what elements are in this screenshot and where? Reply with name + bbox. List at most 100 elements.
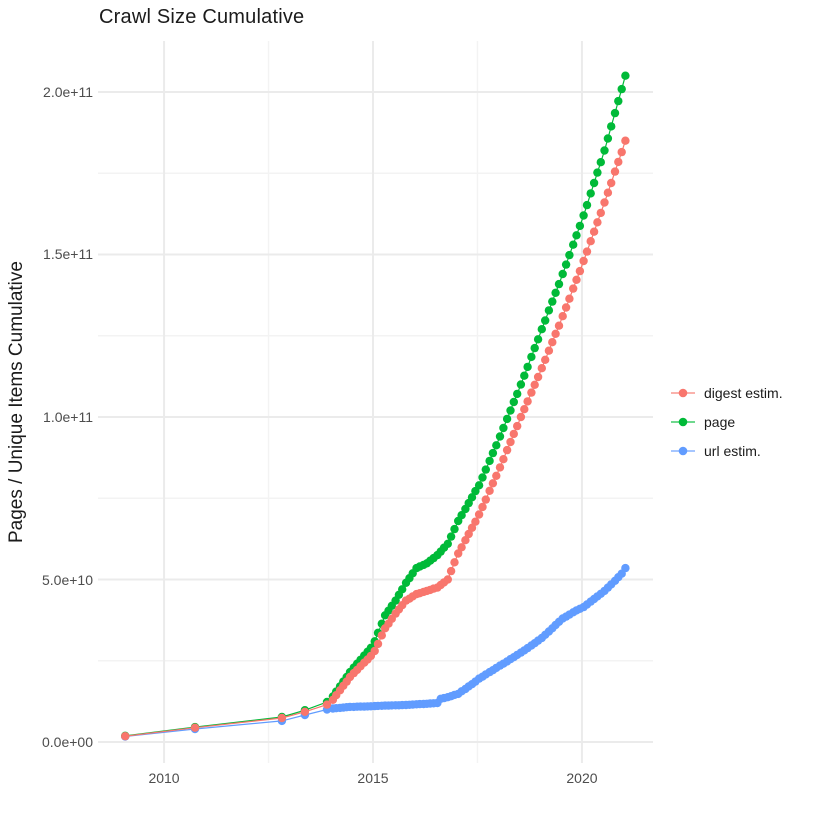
data-point <box>190 723 200 732</box>
data-point <box>561 260 571 269</box>
data-point <box>457 511 466 520</box>
data-point <box>607 178 616 188</box>
data-point <box>485 486 494 495</box>
data-point <box>614 157 623 167</box>
data-point <box>603 134 613 143</box>
data-point <box>582 200 592 210</box>
data-point <box>530 343 539 353</box>
data-point <box>467 523 477 532</box>
data-point <box>467 493 477 502</box>
data-point <box>523 397 532 406</box>
data-point <box>478 502 487 512</box>
data-point <box>544 306 554 315</box>
data-point <box>537 325 546 334</box>
data-point <box>579 211 588 220</box>
data-point <box>548 338 557 347</box>
data-point <box>572 275 581 284</box>
data-point <box>600 146 609 155</box>
data-point <box>575 221 585 231</box>
legend-label: url estim. <box>704 442 761 459</box>
data-point <box>544 346 554 355</box>
data-point <box>443 539 452 548</box>
chart-title: Crawl Size Cumulative <box>99 6 305 28</box>
data-point <box>474 481 484 490</box>
data-point <box>551 329 560 338</box>
data-point <box>593 218 602 227</box>
data-point <box>492 471 501 480</box>
data-point <box>565 294 574 303</box>
data-point <box>569 240 578 249</box>
data-point <box>561 303 571 312</box>
data-point <box>499 455 508 464</box>
data-point <box>300 707 310 716</box>
data-point <box>513 389 522 399</box>
data-point <box>610 108 620 118</box>
data-point <box>621 136 630 145</box>
data-point <box>579 256 588 266</box>
legend-key-icon <box>671 446 695 455</box>
data-point <box>582 247 592 256</box>
data-point <box>488 479 498 488</box>
data-point <box>533 335 543 344</box>
data-point <box>617 84 626 94</box>
y-tick-label: 2.0e+11 <box>43 83 93 100</box>
data-point <box>373 639 383 649</box>
data-point <box>575 266 585 276</box>
data-point <box>533 372 543 382</box>
data-point <box>554 321 564 330</box>
data-point <box>558 269 567 279</box>
data-point <box>596 208 605 218</box>
data-point <box>586 189 595 198</box>
data-point <box>614 96 623 106</box>
data-point <box>446 532 456 541</box>
data-point <box>523 362 532 372</box>
x-tick-label: 2015 <box>357 770 389 786</box>
data-point <box>600 198 609 207</box>
data-point <box>461 536 470 545</box>
legend: digest estim. page url estim. <box>670 378 783 465</box>
data-point <box>558 312 567 321</box>
data-point <box>589 178 599 188</box>
data-point <box>481 495 490 504</box>
data-point <box>551 288 560 297</box>
legend-label: digest estim. <box>704 384 783 401</box>
data-point <box>586 237 595 246</box>
x-tick-label: 2020 <box>566 770 598 786</box>
data-point <box>481 465 490 474</box>
data-point <box>495 463 505 472</box>
data-point <box>502 414 512 424</box>
data-point <box>502 445 512 455</box>
data-point <box>621 563 630 573</box>
legend-key-icon <box>671 417 695 426</box>
data-point <box>450 558 459 567</box>
data-point <box>589 227 599 236</box>
data-point <box>478 473 487 482</box>
data-point <box>516 380 526 389</box>
data-point <box>541 355 550 364</box>
data-point <box>621 71 630 80</box>
data-point <box>541 316 550 325</box>
data-point <box>471 517 480 526</box>
data-point <box>492 441 501 450</box>
data-point <box>457 543 466 552</box>
data-point <box>554 279 564 289</box>
series-line-page <box>125 75 626 737</box>
data-point <box>398 585 407 594</box>
data-point <box>446 566 456 576</box>
data-point <box>565 250 574 260</box>
data-point <box>513 421 522 431</box>
data-point <box>520 371 529 380</box>
data-point <box>610 167 620 176</box>
data-point <box>488 448 498 458</box>
data-point <box>593 168 602 177</box>
legend-item-page: page <box>670 407 783 436</box>
legend-key-icon <box>671 388 695 397</box>
data-point <box>516 412 526 422</box>
x-tick-label: 2010 <box>148 770 180 786</box>
data-point <box>506 406 515 415</box>
data-point <box>450 524 459 534</box>
data-point <box>569 284 578 293</box>
legend-item-digest-estim-: digest estim. <box>670 378 783 407</box>
data-point <box>121 732 130 741</box>
data-point <box>617 147 626 157</box>
